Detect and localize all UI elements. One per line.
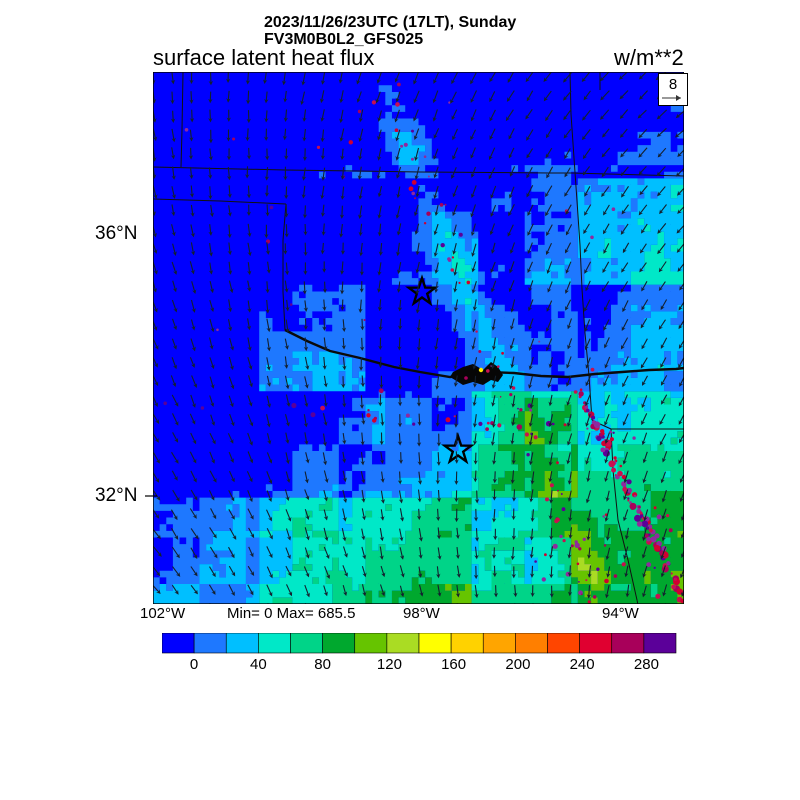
svg-text:8: 8: [669, 76, 677, 93]
